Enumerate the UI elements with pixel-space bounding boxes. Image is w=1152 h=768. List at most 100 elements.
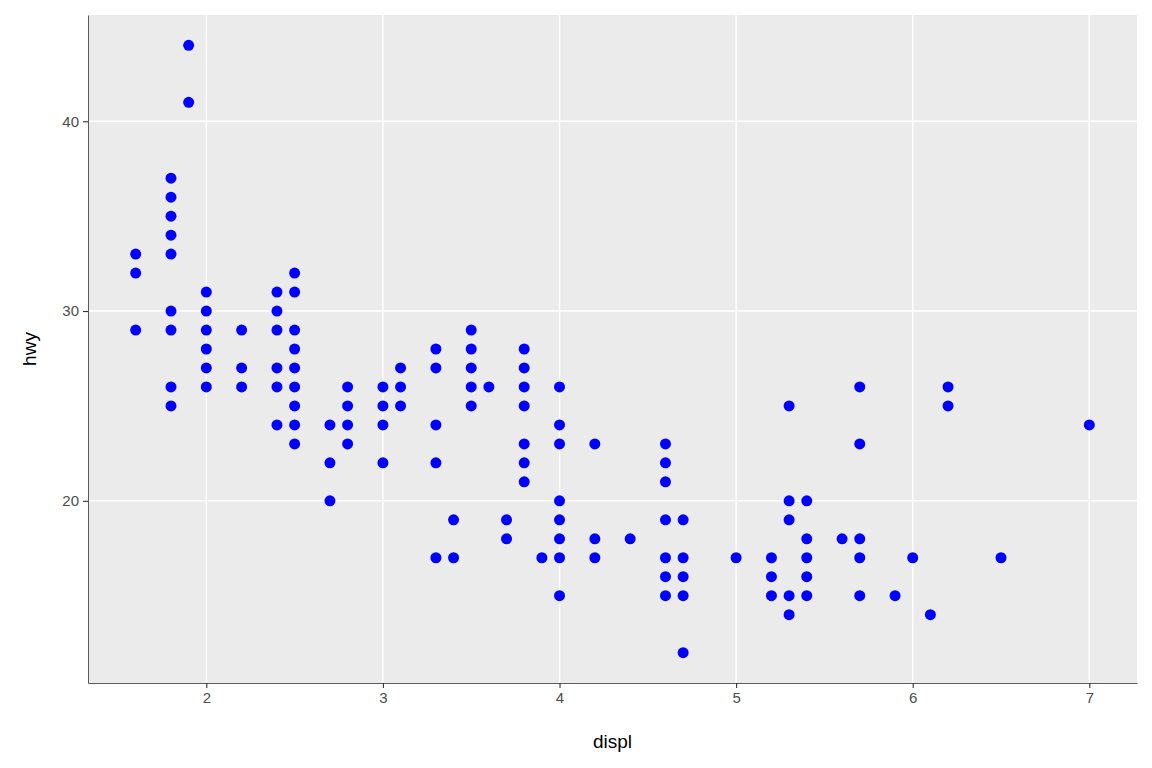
tick-label: 30: [62, 302, 79, 319]
point: [466, 344, 477, 355]
point: [519, 457, 530, 468]
point: [342, 400, 353, 411]
grid-line-y: [88, 500, 1137, 501]
point: [466, 400, 477, 411]
point: [625, 533, 636, 544]
point: [1084, 419, 1095, 430]
tick: 30: [62, 302, 88, 319]
point: [660, 571, 671, 582]
point: [501, 514, 512, 525]
point: [430, 419, 441, 430]
chart: 234567203040displhwy: [0, 0, 1152, 768]
point: [766, 590, 777, 601]
point: [166, 211, 177, 222]
point: [678, 647, 689, 658]
plot: [88, 15, 1137, 683]
tick-mark: [913, 683, 914, 688]
point: [519, 344, 530, 355]
point: [466, 325, 477, 336]
point: [660, 438, 671, 449]
x-axis-title: displ: [593, 731, 632, 752]
point: [907, 552, 918, 563]
grid-line-y: [88, 310, 1137, 311]
point: [554, 533, 565, 544]
point: [925, 609, 936, 620]
point: [271, 325, 282, 336]
point: [519, 362, 530, 373]
point: [519, 438, 530, 449]
point: [784, 495, 795, 506]
point: [166, 306, 177, 317]
point: [589, 438, 600, 449]
tick: 3: [379, 683, 387, 706]
grid-line-x: [735, 15, 736, 683]
tick-label: 2: [203, 689, 211, 706]
point: [289, 325, 300, 336]
point: [466, 381, 477, 392]
axis-line: [89, 683, 1138, 684]
tick-mark: [383, 683, 384, 688]
point: [183, 40, 194, 51]
tick-mark: [1089, 683, 1090, 688]
point: [271, 419, 282, 430]
grid-line-x: [1089, 15, 1090, 683]
tick-mark: [83, 501, 88, 502]
tick: 2: [203, 683, 211, 706]
point: [166, 173, 177, 184]
point: [289, 400, 300, 411]
y-axis-title: hwy: [19, 332, 40, 366]
point: [554, 590, 565, 601]
point: [554, 552, 565, 563]
point: [660, 552, 671, 563]
axis-line: [88, 16, 89, 684]
point: [130, 268, 141, 279]
point: [801, 552, 812, 563]
points: [130, 40, 1095, 658]
tick-mark: [206, 683, 207, 688]
point: [501, 533, 512, 544]
point: [854, 381, 865, 392]
point: [289, 438, 300, 449]
point: [784, 609, 795, 620]
point: [801, 590, 812, 601]
point: [519, 476, 530, 487]
point: [519, 381, 530, 392]
point: [554, 495, 565, 506]
point: [678, 590, 689, 601]
point: [589, 533, 600, 544]
point: [271, 362, 282, 373]
tick-label: 4: [556, 689, 564, 706]
point: [289, 268, 300, 279]
point: [236, 325, 247, 336]
grid-line-x: [912, 15, 913, 683]
point: [342, 381, 353, 392]
point: [201, 362, 212, 373]
point: [201, 306, 212, 317]
tick: 4: [556, 683, 564, 706]
tick-label: 20: [62, 492, 79, 509]
point: [342, 419, 353, 430]
tick-mark: [83, 311, 88, 312]
y-axis: 203040: [62, 16, 88, 684]
point: [678, 514, 689, 525]
point: [660, 590, 671, 601]
point: [289, 381, 300, 392]
tick-mark: [559, 683, 560, 688]
tick: 5: [732, 683, 740, 706]
x-axis: 234567: [89, 683, 1138, 706]
point: [554, 438, 565, 449]
point: [660, 457, 671, 468]
point: [801, 571, 812, 582]
point: [236, 362, 247, 373]
point: [801, 495, 812, 506]
point: [943, 400, 954, 411]
point: [377, 381, 388, 392]
point: [784, 590, 795, 601]
point: [166, 192, 177, 203]
point: [183, 97, 194, 108]
point: [430, 362, 441, 373]
point: [589, 552, 600, 563]
point: [466, 362, 477, 373]
point: [166, 249, 177, 260]
point: [660, 514, 671, 525]
